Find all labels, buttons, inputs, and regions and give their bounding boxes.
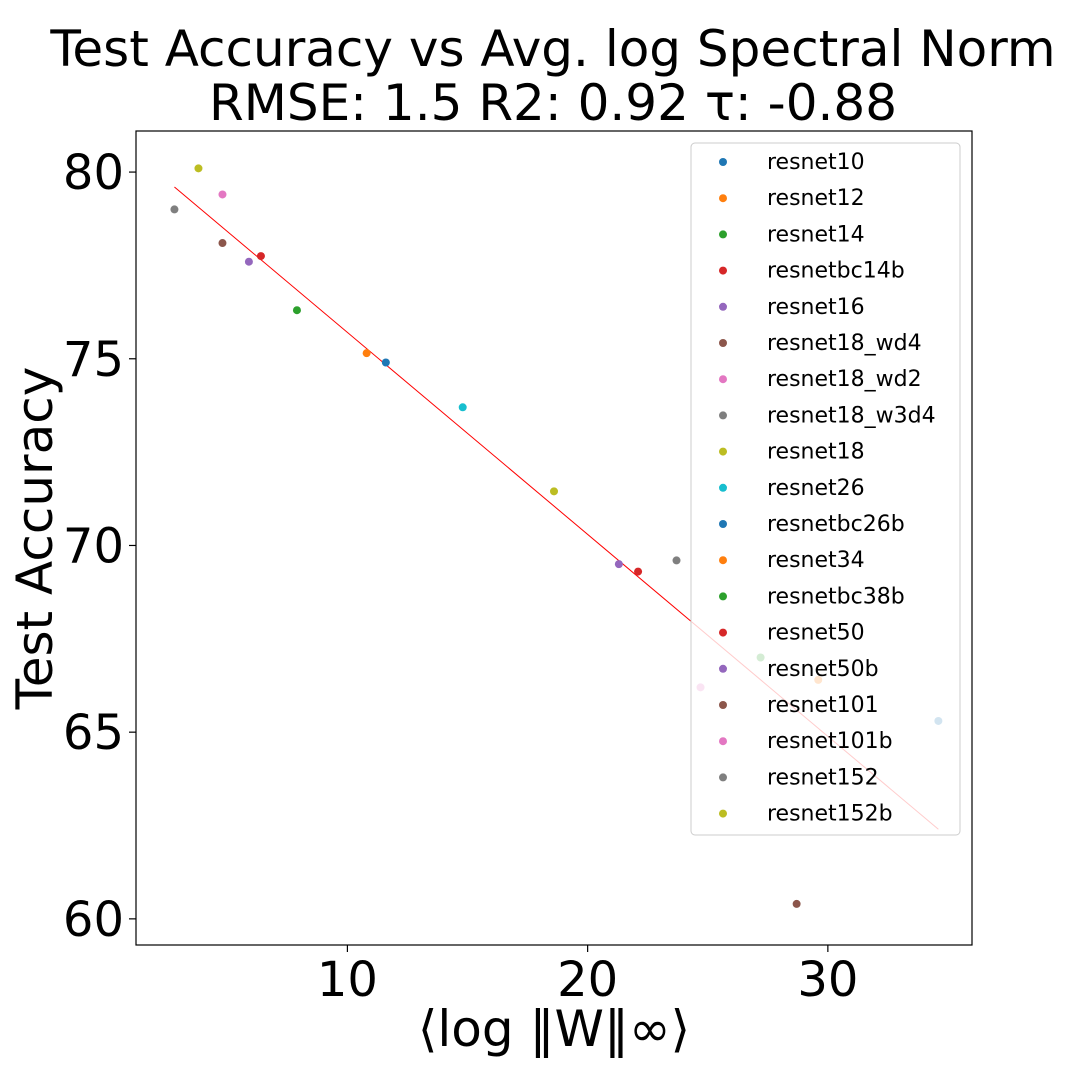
plot-frame [135, 130, 973, 946]
point-resnet152b [550, 487, 558, 496]
chart-title: Test Accuracy vs Avg. log Spectral Norm [49, 20, 1055, 78]
legend-label-resnet14: resnet14 [767, 222, 865, 247]
legend-marker-resnet18_w3d4 [719, 411, 727, 420]
legend-label-resnet18_wd2: resnet18_wd2 [767, 367, 922, 392]
y-tick-label: 60 [63, 892, 124, 948]
y-tick-label: 75 [63, 332, 124, 388]
point-resnet18_w3d4 [170, 205, 179, 214]
legend-marker-resnetbc26b [719, 520, 727, 528]
legend-marker-resnet18 [719, 447, 727, 456]
point-resnetbc14b [256, 252, 265, 261]
legend-marker-resnet50b [719, 664, 727, 673]
legend-label-resnet18_wd4: resnet18_wd4 [767, 331, 922, 356]
legend-label-resnetbc38b: resnetbc38b [767, 584, 905, 609]
point-resnet10 [381, 358, 390, 367]
point-resnet18 [194, 164, 203, 173]
legend-label-resnet101: resnet101 [767, 693, 879, 718]
legend-marker-resnet18_wd2 [719, 375, 727, 384]
legend-label-resnet12: resnet12 [767, 186, 865, 211]
y-tick-label: 70 [63, 518, 124, 574]
legend-label-resnet34: resnet34 [767, 548, 865, 573]
legend-marker-resnet26 [719, 483, 727, 492]
point-resnet152 [672, 556, 681, 565]
legend-marker-resnet16 [719, 302, 727, 311]
point-resnet16 [244, 257, 253, 266]
y-axis-label: Test Accuracy [6, 367, 64, 711]
legend-label-resnet152: resnet152 [767, 765, 879, 790]
legend-marker-resnet12 [719, 194, 727, 203]
x-tick-label: 20 [557, 952, 618, 1008]
legend-label-resnetbc26b: resnetbc26b [767, 512, 905, 537]
legend-marker-resnet152 [719, 773, 727, 782]
x-tick-label: 10 [317, 952, 378, 1008]
legend-marker-resnet152b [719, 809, 727, 818]
legend-marker-resnet34 [719, 556, 727, 565]
legend-marker-resnet50 [719, 628, 727, 637]
legend-marker-resnet101b [719, 737, 727, 746]
legend-marker-resnetbc14b [719, 266, 727, 275]
point-resnet50 [634, 567, 643, 576]
legend: resnet10 resnet12 resnet14 resnetbc14b resne… [690, 142, 961, 836]
legend-label-resnet18_w3d4: resnet18_w3d4 [767, 403, 936, 428]
x-axis-label: ⟨log ‖W‖∞⟩ [418, 1000, 690, 1058]
legend-label-resnet152b: resnet152b [767, 802, 893, 827]
point-resnet101 [792, 899, 801, 908]
point-resnet26 [458, 403, 467, 412]
point-resnet12 [362, 349, 371, 358]
chart-subtitle: RMSE: 1.5 R2: 0.92 τ: -0.88 [209, 74, 897, 132]
legend-label-resnet101b: resnet101b [767, 729, 893, 754]
legend-label-resnet18: resnet18 [767, 440, 865, 465]
legend-box [690, 142, 961, 836]
y-tick-label: 65 [63, 705, 124, 761]
legend-marker-resnet18_wd4 [719, 339, 727, 347]
legend-label-resnet26: resnet26 [767, 476, 865, 501]
legend-label-resnetbc14b: resnetbc14b [767, 259, 905, 284]
legend-marker-resnet14 [719, 230, 727, 239]
point-resnet18_wd2 [218, 190, 227, 199]
x-tick-label: 30 [797, 952, 858, 1008]
legend-marker-resnet10 [719, 158, 727, 166]
legend-label-resnet50b: resnet50b [767, 657, 879, 682]
point-resnet14 [292, 306, 301, 315]
y-tick-label: 80 [63, 145, 124, 201]
legend-marker-resnetbc38b [719, 592, 727, 601]
legend-label-resnet10: resnet10 [767, 150, 865, 175]
point-resnet50b [614, 560, 623, 569]
legend-label-resnet50: resnet50 [767, 621, 865, 646]
legend-marker-resnet101 [719, 701, 727, 709]
legend-label-resnet16: resnet16 [767, 295, 865, 320]
point-resnet18_wd4 [218, 239, 227, 248]
